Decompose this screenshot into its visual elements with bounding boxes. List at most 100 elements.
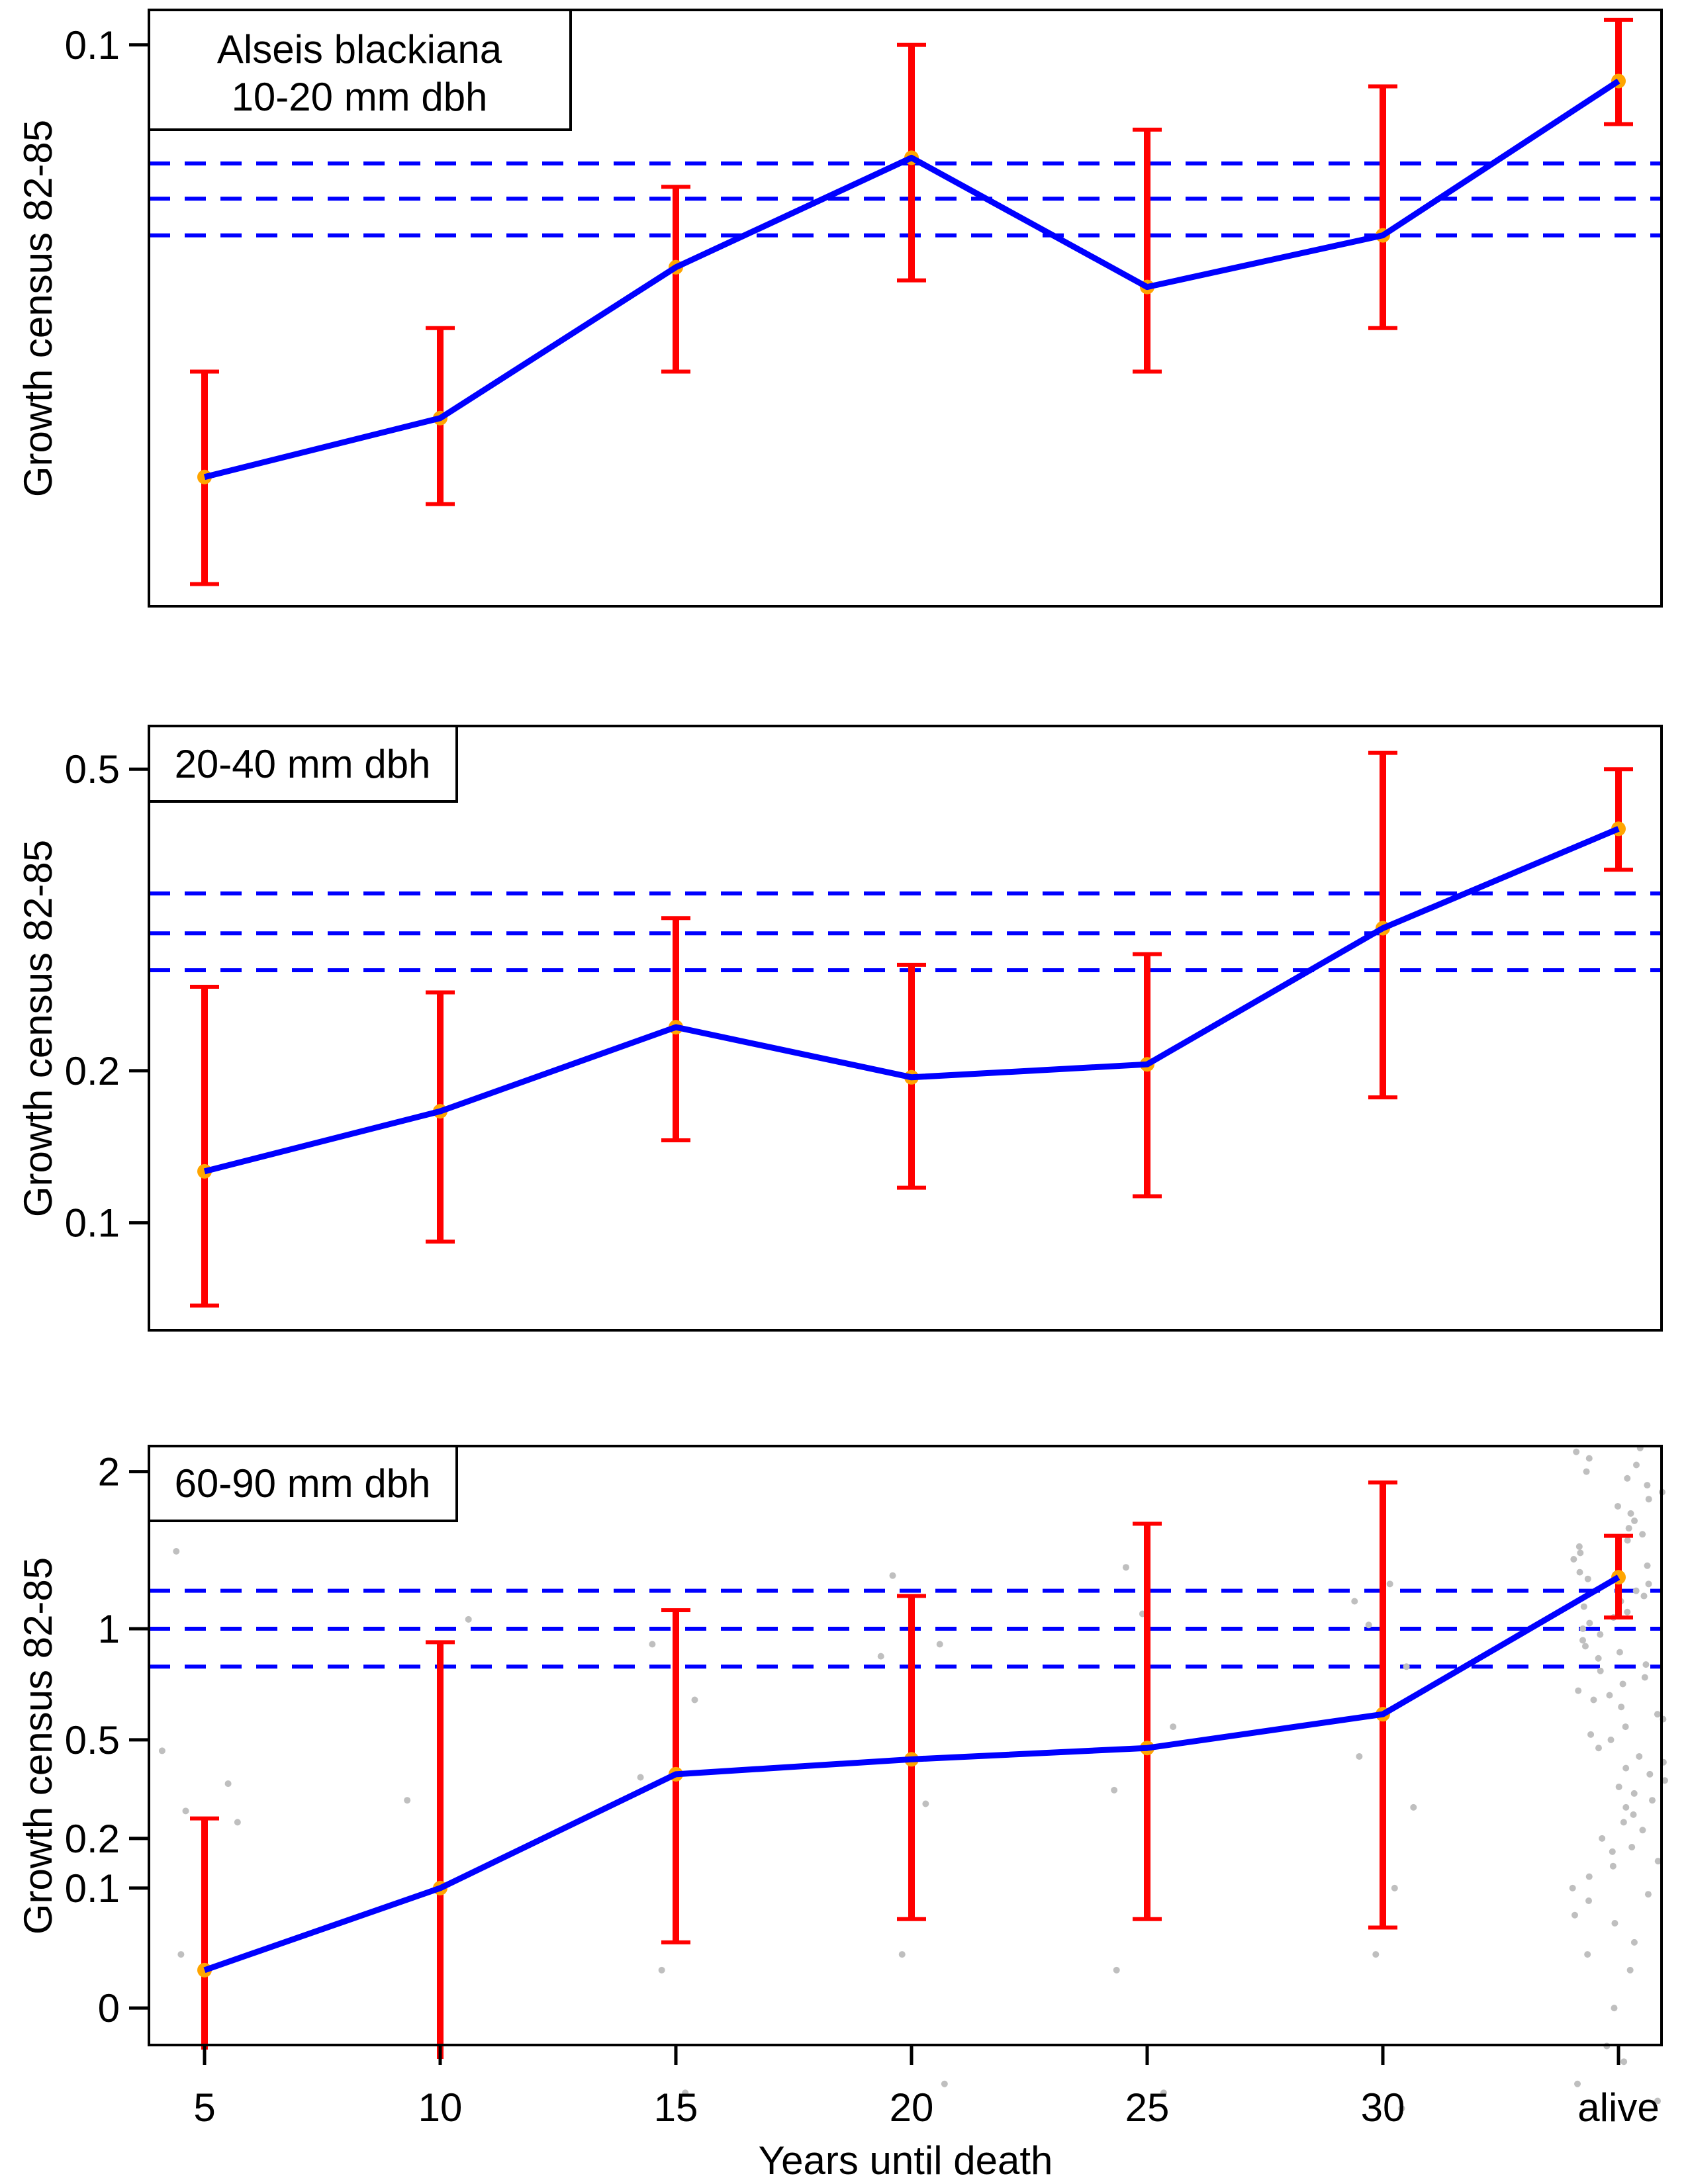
- jitter-point: [1628, 1843, 1636, 1850]
- y-tick-label: 0.1: [65, 23, 120, 68]
- jitter-point: [682, 2089, 689, 2097]
- jitter-point: [1625, 1525, 1632, 1532]
- jitter-point: [1620, 2058, 1628, 2066]
- legend-sizeclass-label-panel-3: 60-90 mm dbh: [175, 1461, 431, 1506]
- jitter-point: [173, 1547, 180, 1555]
- y-tick-label: 2: [98, 1450, 120, 1494]
- jitter-point: [1620, 1819, 1627, 1826]
- jitter-point: [1619, 1680, 1626, 1688]
- jitter-point: [1577, 1549, 1584, 1557]
- jitter-point: [1645, 1580, 1652, 1588]
- x-tick-label: 5: [193, 2085, 215, 2130]
- panel-border: [148, 1445, 1663, 2046]
- jitter-point: [158, 1747, 165, 1754]
- jitter-point: [1648, 1797, 1656, 1804]
- jitter-point: [658, 1966, 665, 1974]
- jitter-point: [1614, 1502, 1621, 1510]
- jitter-point: [877, 1653, 884, 1660]
- jitter-point: [1585, 1897, 1593, 1905]
- jitter-point: [1624, 1608, 1631, 1615]
- jitter-point: [1627, 1510, 1634, 1517]
- jitter-point: [1644, 1482, 1651, 1489]
- jitter-point: [1624, 1537, 1631, 1544]
- jitter-point: [1356, 1752, 1363, 1760]
- jitter-point: [1599, 1835, 1606, 1842]
- jitter-point: [177, 1951, 185, 1958]
- jitter-point: [1636, 1752, 1643, 1760]
- jitter-point: [1611, 1919, 1618, 1927]
- jitter-point: [1586, 1619, 1593, 1627]
- jitter-point: [1579, 1625, 1587, 1632]
- jitter-point: [1618, 1704, 1625, 1711]
- jitter-point: [1584, 1575, 1591, 1582]
- jitter-point: [1410, 1803, 1417, 1811]
- mean-growth-line: [203, 1574, 1620, 1974]
- y-tick-label: 0.2: [65, 1817, 120, 1861]
- panel-border: [148, 9, 1663, 608]
- y-tick-label: 0.1: [65, 1201, 120, 1246]
- jitter-point: [1606, 1692, 1613, 1699]
- jitter-point: [1644, 1562, 1651, 1569]
- jitter-point: [1365, 1621, 1372, 1629]
- jitter-point: [1622, 1723, 1629, 1731]
- jitter-point: [1639, 1531, 1646, 1538]
- x-axis: 5 10 15 20 25 30 alive: [193, 2045, 1660, 2130]
- jitter-point: [1403, 1663, 1410, 1670]
- jitter-point: [1646, 1770, 1654, 1778]
- y-tick-label: 0: [98, 1986, 120, 2030]
- jitter-point: [1597, 1631, 1604, 1638]
- x-tick-label: alive: [1577, 2085, 1659, 2130]
- jitter-point: [1622, 1803, 1630, 1811]
- jitter-point: [889, 1572, 896, 1579]
- y-tick-label: 0.5: [65, 1718, 120, 1762]
- legend-box-panel-3: [148, 1445, 458, 1522]
- jitter-point: [1170, 1723, 1177, 1731]
- jitter-point: [1632, 1587, 1640, 1594]
- jitter-point: [1630, 1811, 1637, 1818]
- jitter-point: [1569, 1884, 1576, 1891]
- jitter-point: [1640, 1592, 1648, 1600]
- jitter-point: [1642, 1661, 1650, 1668]
- jitter-point: [1611, 2005, 1618, 2012]
- jitter-point: [1595, 1655, 1602, 1662]
- jitter-point: [1575, 1687, 1582, 1694]
- panel-3: 2 1 0.5 0.2 0.1 0: [65, 1444, 1668, 2112]
- jitter-point: [922, 1800, 929, 1807]
- legend-sizeclass-label-panel-2: 20-40 mm dbh: [175, 742, 431, 786]
- y-axis-title-panel-3: Growth census 82-85: [16, 1557, 60, 1934]
- jitter-point: [936, 1641, 943, 1648]
- panel-2: 0.5 0.2 0.1: [65, 725, 1663, 1332]
- legend-box-panel-1: [148, 9, 572, 131]
- jitter-point: [1654, 2097, 1662, 2105]
- jitter-point: [1641, 1674, 1648, 1681]
- jitter-point: [404, 1797, 411, 1804]
- jitter-point: [1587, 1731, 1595, 1738]
- jitter-point: [1122, 1564, 1129, 1571]
- jitter-point: [1386, 1580, 1393, 1588]
- jitter-point: [898, 1951, 906, 1958]
- jitter-point: [1351, 1598, 1358, 1605]
- y-tick-label: 0.2: [65, 1049, 120, 1093]
- x-tick-label: 15: [654, 2085, 698, 2130]
- jitter-point: [1645, 1496, 1652, 1503]
- jitter-point: [649, 1641, 656, 1648]
- jitter-point: [1630, 1790, 1638, 1797]
- mean-growth-line: [203, 826, 1620, 1175]
- jitter-point: [1644, 1891, 1652, 1898]
- jitter-point: [1372, 1951, 1380, 1958]
- jitter-point: [1391, 1884, 1398, 1891]
- jitter-point: [1571, 1911, 1578, 1919]
- y-axis-title-panel-2: Growth census 82-85: [16, 840, 60, 1217]
- panel-border: [148, 725, 1663, 1332]
- jitter-point: [1595, 1745, 1602, 1752]
- jitter-point: [1570, 1555, 1577, 1563]
- jitter-point: [1111, 1786, 1118, 1794]
- panel-1: 0.1: [65, 9, 1663, 608]
- jitter-point: [1597, 1667, 1604, 1674]
- y-tick-label: 0.1: [65, 1866, 120, 1911]
- jitter-point: [1585, 1455, 1593, 1462]
- y-axis-title-panel-1: Growth census 82-85: [16, 120, 60, 497]
- jitter-point: [1607, 1736, 1615, 1743]
- jitter-point: [465, 1615, 472, 1623]
- jitter-point: [1585, 1873, 1593, 1880]
